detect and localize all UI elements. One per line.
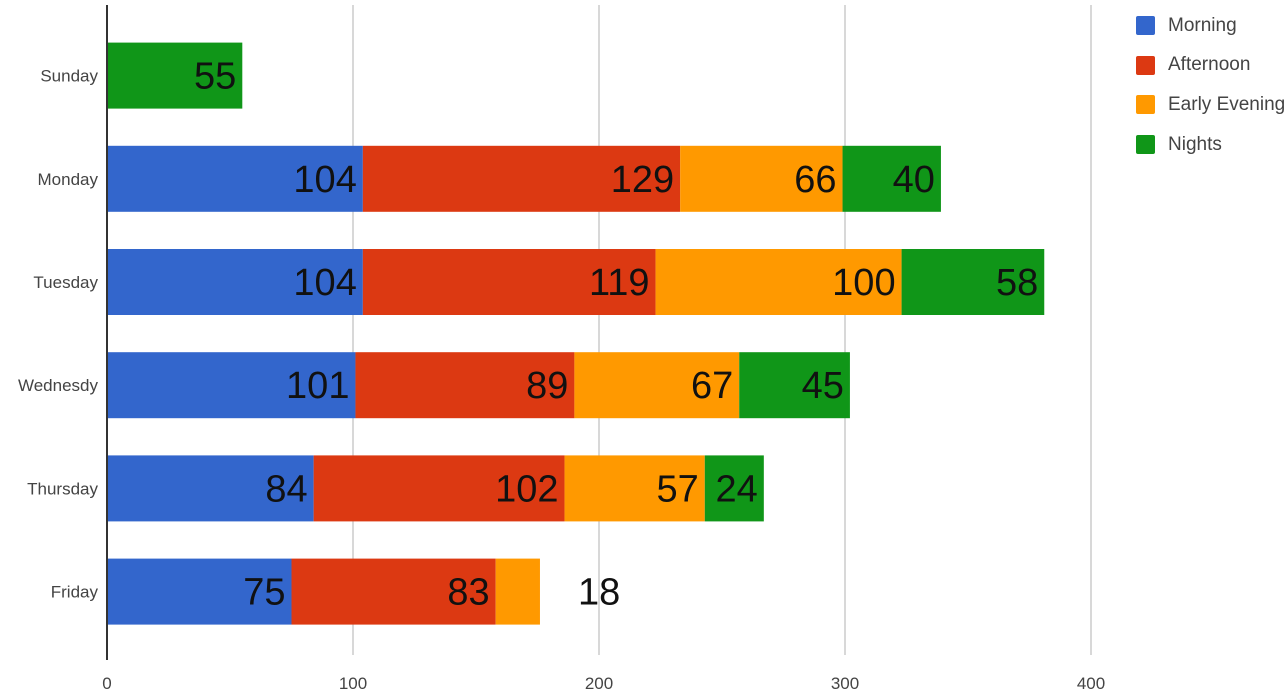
bar-segment xyxy=(495,558,540,625)
legend-item-morning[interactable]: Morning xyxy=(1136,6,1285,46)
bar-segment xyxy=(564,455,705,522)
bar-segment xyxy=(704,455,764,522)
legend-swatch-early-evening xyxy=(1136,95,1155,115)
bar-data-label: 55 xyxy=(194,56,236,98)
y-category-label: Wednesdy xyxy=(18,376,99,395)
y-category-label: Thursday xyxy=(27,479,98,498)
bar-data-label: 119 xyxy=(589,262,650,304)
bar-segment xyxy=(574,352,740,419)
bar-data-label: 129 xyxy=(611,159,674,201)
legend: Morning Afternoon Early Evening Nights xyxy=(1136,6,1285,164)
bar-segment xyxy=(362,249,656,315)
bar-segment xyxy=(107,558,292,625)
bar-data-label: 40 xyxy=(893,159,935,201)
bar-segment xyxy=(842,145,941,212)
bar-data-label: 83 xyxy=(447,572,489,614)
bar-data-label: 101 xyxy=(286,365,349,407)
legend-swatch-morning xyxy=(1136,16,1155,36)
legend-item-afternoon[interactable]: Afternoon xyxy=(1136,46,1285,86)
x-tick-label: 0 xyxy=(102,674,111,693)
bar-segment xyxy=(291,558,496,625)
legend-item-early-evening[interactable]: Early Evening xyxy=(1136,85,1285,125)
bar-segment xyxy=(107,42,243,109)
bar-data-label: 45 xyxy=(802,365,844,407)
bar-segment xyxy=(655,249,902,315)
x-tick-label: 200 xyxy=(585,674,613,693)
legend-label-afternoon: Afternoon xyxy=(1168,54,1251,76)
x-tick-label: 300 xyxy=(831,674,859,693)
bar-data-label: 75 xyxy=(243,572,285,614)
legend-label-nights: Nights xyxy=(1168,133,1222,155)
bar-data-label: 84 xyxy=(265,468,307,510)
bar-segment xyxy=(107,249,363,315)
x-tick-label: 100 xyxy=(339,674,367,693)
bar-segment xyxy=(901,249,1045,315)
y-category-label: Sunday xyxy=(40,67,98,86)
bar-data-label: 89 xyxy=(526,365,568,407)
y-category-label: Monday xyxy=(38,170,99,189)
y-category-label: Tuesday xyxy=(33,273,98,292)
x-tick-label: 400 xyxy=(1077,674,1105,693)
bar-segment xyxy=(107,145,363,212)
bar-segment xyxy=(313,455,565,522)
bar-segment xyxy=(680,145,843,212)
bar-data-label: 24 xyxy=(716,468,758,510)
bar-data-label: 67 xyxy=(691,365,733,407)
bar-segment xyxy=(362,145,681,212)
legend-label-early-evening: Early Evening xyxy=(1168,93,1286,115)
bar-data-label: 104 xyxy=(293,159,356,201)
bar-data-label: 66 xyxy=(794,159,836,201)
bar-segment xyxy=(107,352,356,419)
bar-segment xyxy=(355,352,575,419)
bar-data-label: 102 xyxy=(495,468,558,510)
bar-data-label: 18 xyxy=(578,572,620,614)
bar-data-label: 57 xyxy=(656,468,698,510)
bar-segment xyxy=(107,455,314,522)
bar-data-label: 100 xyxy=(832,262,895,304)
legend-swatch-nights xyxy=(1136,135,1155,155)
y-category-label: Friday xyxy=(51,583,99,602)
legend-swatch-afternoon xyxy=(1136,55,1155,75)
bar-data-label: 58 xyxy=(996,262,1038,304)
bar-data-label: 104 xyxy=(293,262,356,304)
bar-segment xyxy=(739,352,850,419)
legend-item-nights[interactable]: Nights xyxy=(1136,125,1285,165)
legend-label-morning: Morning xyxy=(1168,14,1237,36)
